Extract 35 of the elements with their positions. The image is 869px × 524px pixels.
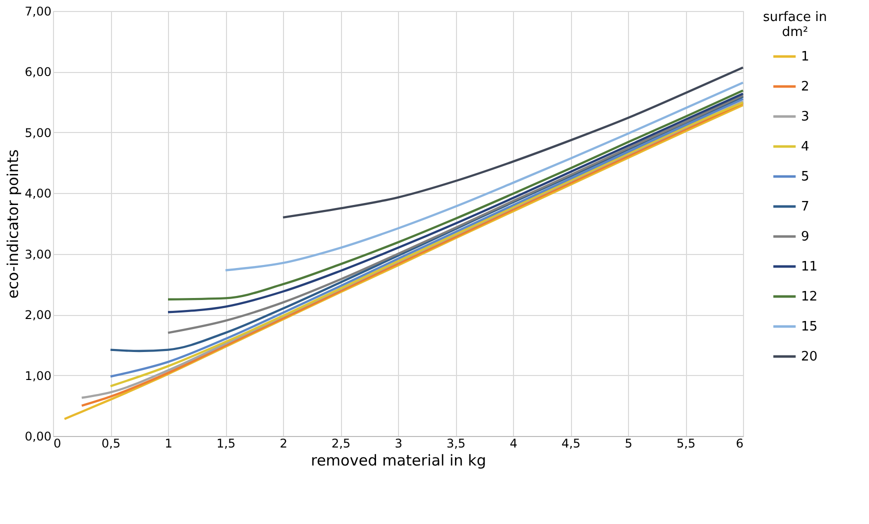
y-tick-label: 6,00 (24, 65, 52, 80)
x-tick-label: 3 (394, 436, 402, 450)
legend-label: 7 (801, 200, 810, 214)
x-axis-title: removed material in kg (310, 452, 486, 470)
x-tick-label: 0 (54, 436, 62, 450)
x-tick-label: 4,5 (561, 436, 581, 450)
legend-label: 5 (801, 170, 810, 184)
legend-label: 3 (801, 110, 810, 124)
x-tick-label: 2 (280, 436, 288, 450)
y-tick-label: 5,00 (24, 126, 52, 140)
y-tick-label: 4,00 (24, 186, 52, 201)
legend-label: 12 (801, 290, 818, 304)
legend-label: 15 (801, 320, 818, 334)
legend-label: 11 (801, 260, 818, 274)
legend-title: surface in dm² (762, 10, 828, 40)
legend-label: 9 (801, 230, 810, 244)
legend-label: 4 (801, 140, 810, 154)
x-tick-label: 1 (164, 436, 172, 450)
x-tick-label: 1,5 (216, 436, 236, 450)
x-tick-label: 5 (624, 436, 632, 450)
y-tick-label: 2,00 (24, 308, 52, 322)
y-tick-label: 1,00 (24, 368, 52, 383)
legend-label: 2 (801, 80, 810, 94)
y-axis-title: eco-indicator points (4, 149, 22, 299)
y-tick-label: 3,00 (24, 247, 52, 262)
x-tick-label: 3,5 (446, 436, 466, 450)
legend-label: 20 (801, 350, 818, 364)
x-tick-label: 5,5 (676, 436, 696, 450)
y-tick-label: 0,00 (24, 430, 52, 444)
legend-label: 1 (801, 50, 810, 64)
x-tick-label: 2,5 (331, 436, 351, 450)
x-tick-label: 0,5 (101, 436, 121, 450)
y-tick-label: 7,00 (24, 4, 52, 18)
x-tick-label: 4 (510, 436, 518, 450)
x-tick-label: 6 (736, 436, 744, 450)
